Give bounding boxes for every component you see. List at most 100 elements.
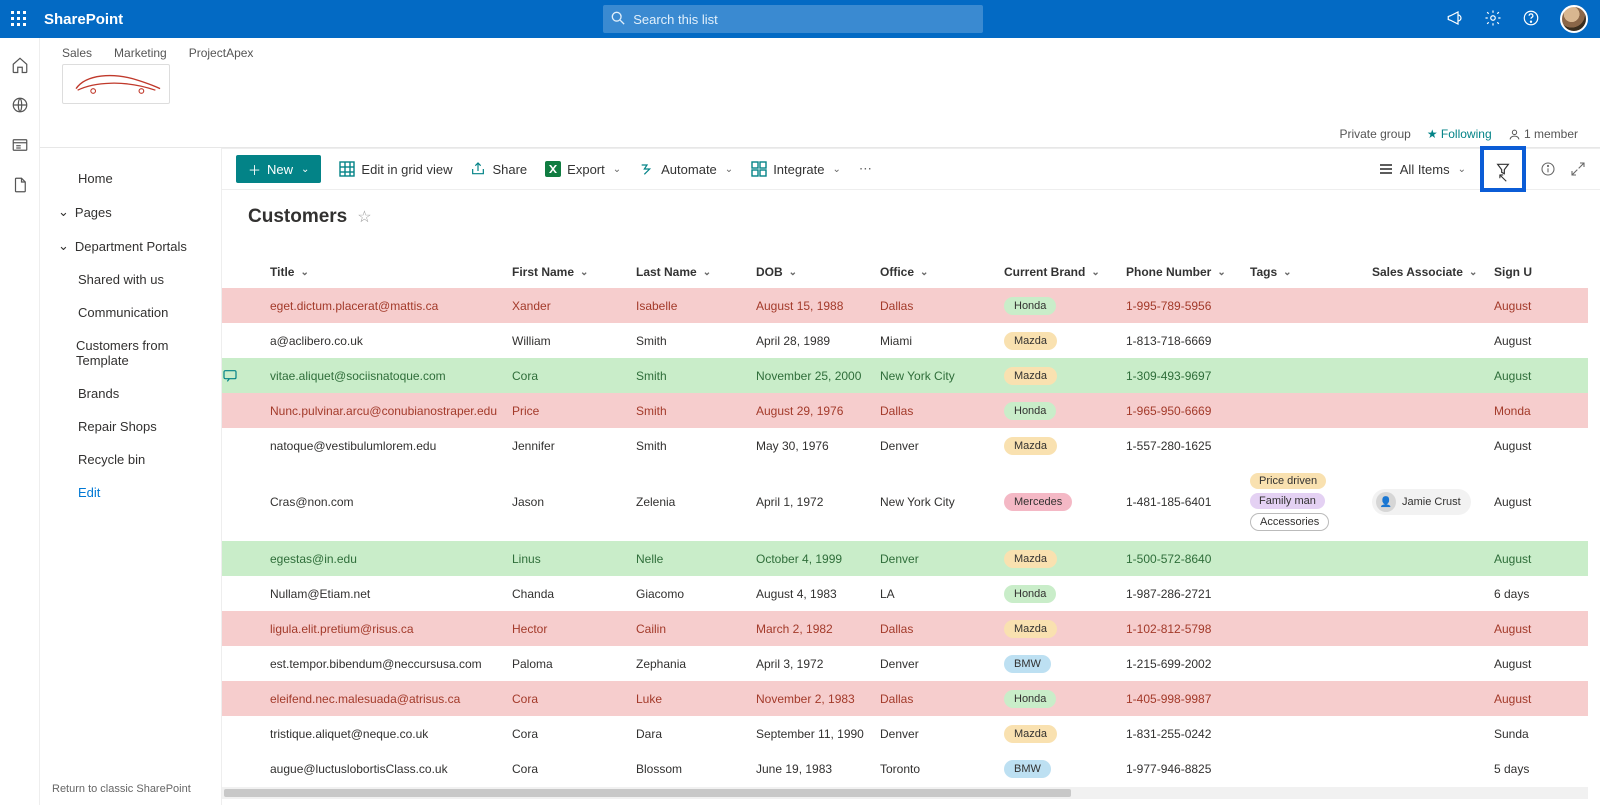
table-row[interactable]: vitae.aliquet@sociisnatoque.comCoraSmith… [222,358,1588,393]
brand-pill: Mazda [1004,550,1057,568]
help-icon[interactable] [1522,9,1542,29]
cell-brand: BMW [1004,647,1126,681]
following-toggle[interactable]: ★ Following [1427,127,1492,141]
col-phone-label: Phone Number [1126,265,1211,279]
topnav-marketing[interactable]: Marketing [114,46,167,60]
cell-tags [1250,726,1372,742]
person-avatar-icon: 👤 [1376,492,1396,512]
table-row[interactable]: tristique.aliquet@neque.co.ukCoraDaraSep… [222,716,1588,751]
nav-pages[interactable]: ⌄Pages [50,195,211,229]
info-pane-button[interactable] [1540,161,1556,177]
integrate-icon [751,161,767,177]
col-sign[interactable]: Sign U [1494,265,1588,279]
home-icon[interactable] [11,56,29,74]
new-button-label: New [267,162,293,177]
cell-dob: May 30, 1976 [756,431,880,461]
cell-first: Cora [512,361,636,391]
members-link[interactable]: 1 member [1508,127,1578,141]
nav-brands[interactable]: Brands [50,377,211,410]
col-dob[interactable]: DOB⌄ [756,265,880,279]
brand-pill: Mazda [1004,620,1057,638]
table-row[interactable]: augue@luctuslobortisClass.co.ukCoraBloss… [222,751,1588,786]
col-assoc[interactable]: Sales Associate⌄ [1372,265,1494,279]
user-avatar[interactable] [1560,5,1588,33]
cell-dob: March 2, 1982 [756,614,880,644]
cell-brand: Mercedes [1004,485,1126,519]
table-row[interactable]: egestas@in.eduLinusNelleOctober 4, 1999D… [222,541,1588,576]
nav-recycle[interactable]: Recycle bin [50,443,211,476]
col-first[interactable]: First Name⌄ [512,265,636,279]
cell-brand: Honda [1004,682,1126,716]
table-row[interactable]: a@aclibero.co.ukWilliamSmithApril 28, 19… [222,323,1588,358]
news-icon[interactable] [11,136,29,154]
globe-icon[interactable] [11,96,29,114]
app-launcher-button[interactable] [0,0,38,38]
topnav-sales[interactable]: Sales [62,46,92,60]
cell-brand: Honda [1004,289,1126,323]
brand-label[interactable]: SharePoint [44,11,123,28]
nav-shared[interactable]: Shared with us [50,263,211,296]
filter-pane-button[interactable]: ↖ [1480,146,1526,192]
col-tags[interactable]: Tags⌄ [1250,265,1372,279]
nav-repair[interactable]: Repair Shops [50,410,211,443]
top-nav: Sales Marketing ProjectApex [62,46,1578,60]
person-chip[interactable]: 👤Jamie Crust [1372,489,1471,515]
nav-dept-portals[interactable]: ⌄Department Portals [50,229,211,263]
cell-sign: August [1494,649,1588,679]
col-sign-label: Sign U [1494,265,1532,279]
table-row[interactable]: eget.dictum.placerat@mattis.caXanderIsab… [222,288,1588,323]
search-input[interactable] [603,5,983,33]
cell-last: Zelenia [636,487,756,517]
integrate-button[interactable]: Integrate⌄ [751,161,841,177]
new-button[interactable]: ＋ New ⌄ [236,155,321,183]
tag-pill: Family man [1250,493,1325,509]
favorite-star-button[interactable]: ☆ [357,207,371,227]
cell-phone: 1-557-280-1625 [1126,431,1250,461]
chevron-down-icon: ⌄ [920,267,928,278]
search-icon [611,11,625,25]
files-icon[interactable] [11,176,29,194]
export-button[interactable]: Export⌄ [545,161,621,177]
table-row[interactable]: est.tempor.bibendum@neccursusa.comPaloma… [222,646,1588,681]
cell-tags [1250,438,1372,454]
horizontal-scrollbar[interactable] [222,787,1588,801]
col-brand[interactable]: Current Brand⌄ [1004,265,1126,279]
export-label: Export [567,162,605,177]
cell-first: Paloma [512,649,636,679]
topnav-projectapex[interactable]: ProjectApex [189,46,254,60]
table-row[interactable]: Nunc.pulvinar.arcu@conubianostraper.eduP… [222,393,1588,428]
table-row[interactable]: ligula.elit.pretium@risus.caHectorCailin… [222,611,1588,646]
cell-tags [1250,761,1372,777]
cell-sign: Monda [1494,396,1588,426]
share-button[interactable]: Share [470,161,527,177]
nav-edit-link[interactable]: Edit [50,476,211,509]
view-switcher[interactable]: All Items⌄ [1378,161,1466,177]
col-office[interactable]: Office⌄ [880,265,1004,279]
cell-assoc [1372,656,1494,672]
cell-title: ligula.elit.pretium@risus.ca [270,614,512,644]
cell-office: New York City [880,487,1004,517]
comment-icon[interactable] [222,368,262,384]
cell-office: Denver [880,649,1004,679]
col-phone[interactable]: Phone Number⌄ [1126,265,1250,279]
table-row[interactable]: Cras@non.comJasonZeleniaApril 1, 1972New… [222,463,1588,541]
cell-sign: August [1494,291,1588,321]
automate-button[interactable]: Automate⌄ [639,161,733,177]
nav-home[interactable]: Home [50,162,211,195]
expand-button[interactable] [1570,161,1586,177]
col-title[interactable]: Title⌄ [270,265,512,279]
site-logo[interactable] [62,64,170,104]
table-row[interactable]: eleifend.nec.malesuada@atrisus.caCoraLuk… [222,681,1588,716]
more-button[interactable]: ⋯ [859,161,872,177]
nav-communication[interactable]: Communication [50,296,211,329]
table-row[interactable]: natoque@vestibulumlorem.eduJenniferSmith… [222,428,1588,463]
cell-tags [1250,368,1372,384]
megaphone-icon[interactable] [1446,9,1466,29]
nav-customers-template[interactable]: Customers from Template [50,329,211,377]
col-last[interactable]: Last Name⌄ [636,265,756,279]
table-row[interactable]: Nullam@Etiam.netChandaGiacomoAugust 4, 1… [222,576,1588,611]
return-classic-link[interactable]: Return to classic SharePoint [52,783,191,795]
settings-gear-icon[interactable] [1484,9,1504,29]
edit-in-grid-button[interactable]: Edit in grid view [339,161,452,177]
nav-shared-label: Shared with us [78,272,164,287]
